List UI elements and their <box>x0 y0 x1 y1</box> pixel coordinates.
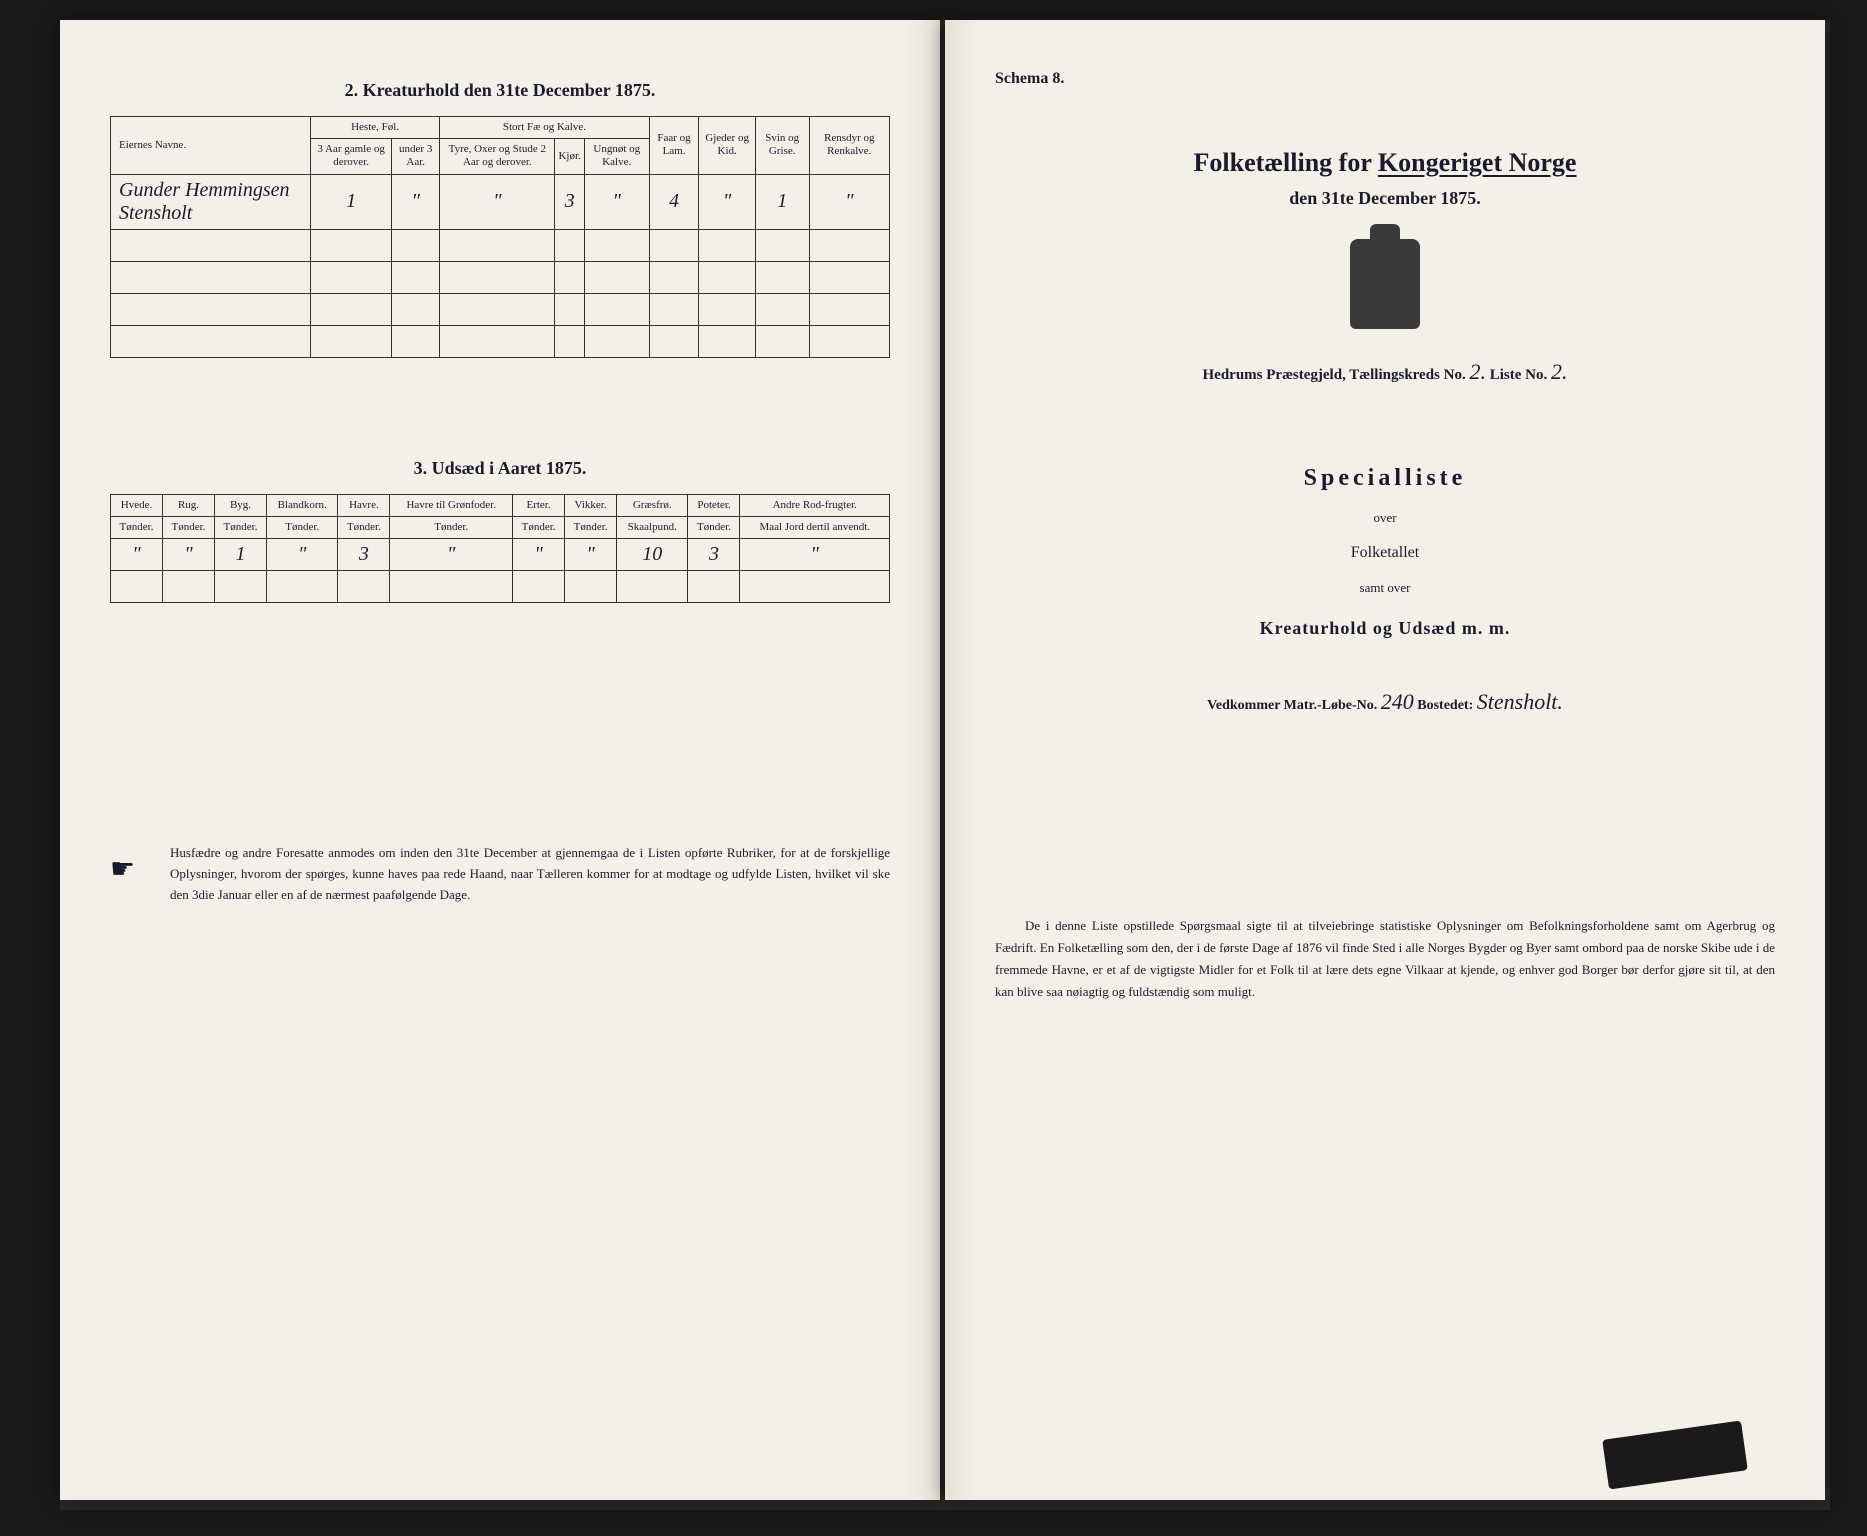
subtitle: den 31te December 1875. <box>995 188 1775 209</box>
th: Blandkorn. <box>267 494 338 516</box>
bostedet-label: Bostedet: <box>1414 698 1477 713</box>
th-unit: Tønder. <box>338 516 390 538</box>
th-owner: Eiernes Navne. <box>111 117 311 175</box>
folketallet-label: Folketallet <box>995 544 1775 562</box>
th: Rug. <box>163 494 215 516</box>
th-unit: Tønder. <box>163 516 215 538</box>
samt-over-label: samt over <box>995 580 1775 596</box>
table-row <box>111 570 890 602</box>
parish-name: Hedrums <box>1203 367 1263 383</box>
th-grp-stort: Stort Fæ og Kalve. <box>440 117 650 139</box>
left-page: 2. Kreaturhold den 31te December 1875. E… <box>60 20 940 1500</box>
th-stort3: Ungnøt og Kalve. <box>584 139 649 174</box>
th: Andre Rod-frugter. <box>740 494 890 516</box>
left-footnote: ☛ Husfædre og andre Foresatte anmodes om… <box>110 843 890 905</box>
th: Poteter. <box>688 494 740 516</box>
main-title: Folketælling for Kongeriget Norge <box>995 148 1775 178</box>
th: Havre. <box>338 494 390 516</box>
book-spread: 2. Kreaturhold den 31te December 1875. E… <box>60 20 1830 1510</box>
th-unit: Tønder. <box>215 516 267 538</box>
th-unit: Maal Jord dertil anvendt. <box>740 516 890 538</box>
matr-label: Vedkommer Matr.-Løbe-No. <box>1207 698 1381 713</box>
th-stort1: Tyre, Oxer og Stude 2 Aar og derover. <box>440 139 555 174</box>
parish-line: Hedrums Præstegjeld, Tællingskreds No. 2… <box>995 359 1775 385</box>
title-b: Kongeriget Norge <box>1378 148 1577 177</box>
cell: 1 <box>311 174 392 229</box>
cell: " <box>440 174 555 229</box>
table-row <box>111 229 890 261</box>
parish-word: Præstegjeld, Tællingskreds No. <box>1263 367 1470 383</box>
cell: " <box>699 174 756 229</box>
th-unit: Tønder. <box>688 516 740 538</box>
cell: " <box>392 174 440 229</box>
cell: 1 <box>755 174 809 229</box>
livestock-table: Eiernes Navne. Heste, Føl. Stort Fæ og K… <box>110 116 890 358</box>
th-unit: Tønder. <box>111 516 163 538</box>
th-rens: Rensdyr og Renkalve. <box>809 117 889 175</box>
specialliste-title: Specialliste <box>995 465 1775 492</box>
title-a: Folketælling for <box>1194 148 1378 177</box>
cell: 4 <box>649 174 699 229</box>
table-row <box>111 261 890 293</box>
th-unit: Tønder. <box>390 516 513 538</box>
cell: " <box>809 174 889 229</box>
th-svin: Svin og Grise. <box>755 117 809 175</box>
cell: " <box>390 538 513 570</box>
th-gjeder: Gjeder og Kid. <box>699 117 756 175</box>
cell: 3 <box>688 538 740 570</box>
th: Hvede. <box>111 494 163 516</box>
th-faar: Faar og Lam. <box>649 117 699 175</box>
table-row <box>111 325 890 357</box>
cell: 1 <box>215 538 267 570</box>
cell: " <box>163 538 215 570</box>
th-unit: Skaalpund. <box>617 516 688 538</box>
section3-title: 3. Udsæd i Aaret 1875. <box>110 458 890 479</box>
cell: 10 <box>617 538 688 570</box>
schema-label: Schema 8. <box>995 70 1775 88</box>
th-unit: Tønder. <box>513 516 565 538</box>
cell: 3 <box>555 174 584 229</box>
section2-title: 2. Kreaturhold den 31te December 1875. <box>110 80 890 101</box>
cell: " <box>267 538 338 570</box>
table-row <box>111 293 890 325</box>
liste-label: Liste No. <box>1486 367 1551 383</box>
cell: 3 <box>338 538 390 570</box>
th-heste1: 3 Aar gamle og derover. <box>311 139 392 174</box>
footnote-text: Husfædre og andre Foresatte anmodes om i… <box>170 845 890 902</box>
matr-line: Vedkommer Matr.-Løbe-No. 240 Bostedet: S… <box>995 689 1775 715</box>
th-unit: Tønder. <box>565 516 617 538</box>
cell: " <box>565 538 617 570</box>
liste-no: 2. <box>1551 359 1568 384</box>
th-heste2: under 3 Aar. <box>392 139 440 174</box>
matr-no: 240 <box>1381 689 1414 714</box>
cell: " <box>111 538 163 570</box>
cell: " <box>740 538 890 570</box>
binder-clip-icon <box>1602 1421 1748 1490</box>
th: Erter. <box>513 494 565 516</box>
th: Havre til Grønfoder. <box>390 494 513 516</box>
th: Vikker. <box>565 494 617 516</box>
right-footnote: De i denne Liste opstillede Spørgsmaal s… <box>995 915 1775 1003</box>
cell-name: Gunder Hemmingsen Stensholt <box>111 174 311 229</box>
cell: " <box>584 174 649 229</box>
th: Græsfrø. <box>617 494 688 516</box>
over-label: over <box>995 510 1775 526</box>
th-grp-heste: Heste, Føl. <box>311 117 440 139</box>
coat-of-arms-icon <box>1350 239 1420 329</box>
th-unit: Tønder. <box>267 516 338 538</box>
th: Byg. <box>215 494 267 516</box>
seed-table: Hvede. Rug. Byg. Blandkorn. Havre. Havre… <box>110 494 890 603</box>
bostedet-value: Stensholt. <box>1477 689 1563 714</box>
pointing-hand-icon: ☛ <box>110 848 135 893</box>
th-stort2: Kjør. <box>555 139 584 174</box>
cell: " <box>513 538 565 570</box>
kreds-no: 2. <box>1469 359 1486 384</box>
table-row: " " 1 " 3 " " " 10 3 " <box>111 538 890 570</box>
right-page: Schema 8. Folketælling for Kongeriget No… <box>945 20 1825 1500</box>
kreatur-label: Kreaturhold og Udsæd m. m. <box>995 618 1775 639</box>
table-row: Gunder Hemmingsen Stensholt 1 " " 3 " 4 … <box>111 174 890 229</box>
